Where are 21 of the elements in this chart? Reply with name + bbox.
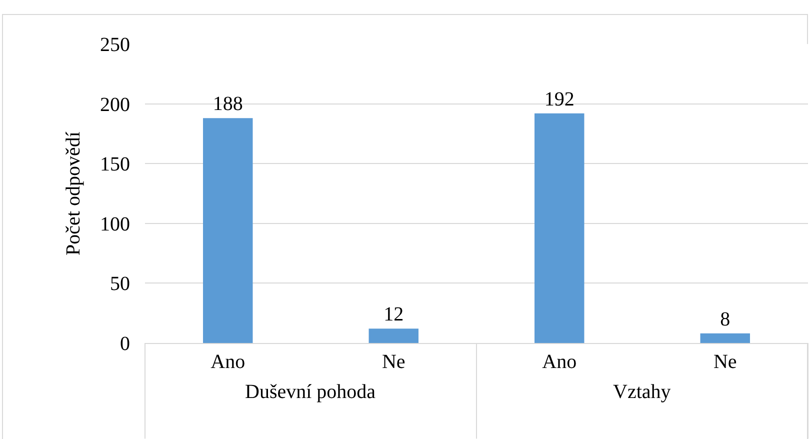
y-tick-label: 0 [120, 333, 130, 355]
x-tick-label: Ano [542, 351, 577, 373]
y-tick-label: 100 [100, 213, 130, 236]
y-tick-label: 250 [100, 34, 130, 56]
x-tick-label: Ano [210, 351, 246, 373]
bar [534, 113, 584, 343]
y-tick-label: 200 [100, 94, 130, 116]
bar [700, 333, 750, 343]
x-tick-label: Ne [382, 351, 406, 373]
y-axis-title: Počet odpovědí [62, 131, 84, 256]
text: Duševní pohoda [245, 381, 376, 403]
bar [203, 118, 253, 343]
data-label: 188 [212, 93, 243, 116]
data-label: 192 [544, 88, 574, 110]
bar [368, 328, 418, 343]
data-label: 8 [720, 308, 730, 330]
text: Vztahy [613, 381, 671, 403]
y-tick-label: 150 [100, 154, 130, 176]
x-tick-label: Ne [713, 351, 737, 373]
data-label: 12 [384, 304, 404, 326]
y-tick-label: 50 [110, 273, 130, 296]
